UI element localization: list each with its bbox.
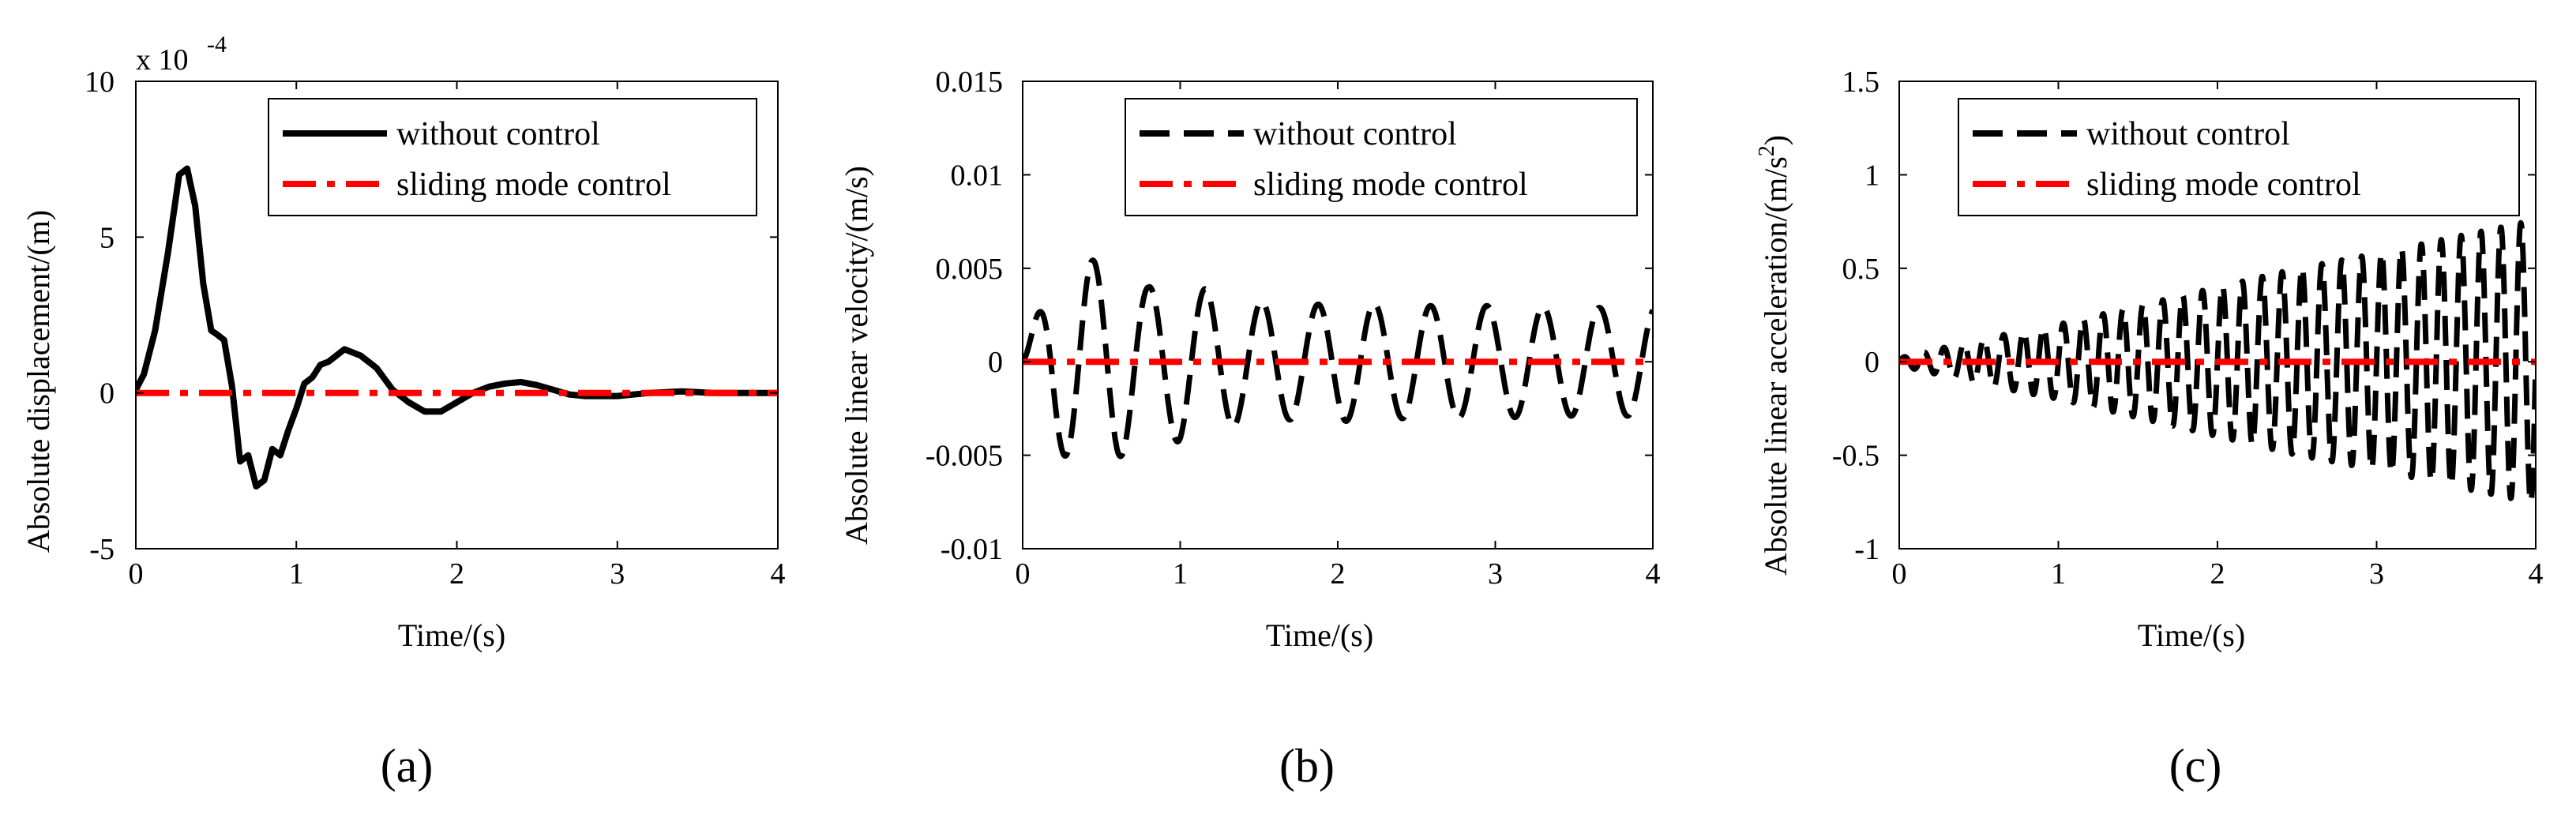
legend: without control sliding mode control: [1125, 98, 1638, 216]
y-tick-label: -0.005: [926, 440, 1003, 473]
panel-b-label: (b): [1279, 740, 1335, 792]
x-tick-label: 0: [129, 557, 144, 591]
panel-c-ylabel: Absolute linear acceleration/(m/s2): [1755, 135, 1793, 576]
x-tick-label: 2: [449, 557, 464, 591]
panel-a-label: (a): [381, 740, 434, 792]
x-tick-label: 2: [1331, 557, 1346, 591]
panel-c-xlabel: Time/(s): [2138, 617, 2245, 653]
panel-b-ylabel: Absolute linear velocity/(m/s): [839, 166, 874, 545]
panel-a-scale-annotation: x 10: [136, 43, 189, 77]
chart-1: 0 1 2 3 4 -0.01 -0.005 0 0.005 0.01 0.015 without c…: [926, 66, 1661, 591]
y-tick-label: 1: [1864, 159, 1879, 192]
legend-label-1: sliding mode control: [396, 167, 671, 203]
x-tick-label: 3: [610, 557, 625, 591]
y-tick-label: 5: [100, 221, 115, 254]
x-tick-label: 2: [2210, 557, 2225, 591]
series-line-0: [1023, 257, 1653, 460]
y-tick-label: 0: [100, 377, 115, 411]
y-tick-label: 0: [1864, 346, 1879, 379]
panel-c-label: (c): [2169, 740, 2222, 792]
panel-a-scale-exponent: -4: [207, 32, 227, 58]
x-tick-label: 0: [1016, 557, 1031, 591]
x-tick-label: 1: [1173, 557, 1188, 591]
y-tick-label: -5: [89, 533, 115, 566]
panel-c: Time/(s) Absolute linear acceleration/(m…: [1755, 135, 2245, 792]
panel-b-xlabel: Time/(s): [1266, 617, 1373, 653]
series-line-0: [136, 165, 778, 490]
legend: without control sliding mode control: [268, 98, 757, 216]
panel-b: Time/(s) Absolute linear velocity/(m/s) …: [839, 166, 1373, 792]
panel-a-ylabel: Absolute displacement/(m): [21, 210, 56, 553]
panel-a: x 10 -4 Time/(s) Absolute displacement/(…: [21, 32, 505, 792]
y-tick-label: 1.5: [1842, 66, 1880, 99]
y-tick-label: 10: [84, 66, 115, 99]
x-tick-label: 3: [2369, 557, 2384, 591]
x-tick-label: 1: [2051, 557, 2066, 591]
y-tick-label: 0.005: [936, 253, 1004, 286]
x-tick-label: 0: [1892, 557, 1907, 591]
y-tick-label: -0.5: [1832, 440, 1879, 473]
x-tick-label: 4: [1646, 557, 1661, 591]
legend: without control sliding mode control: [1958, 98, 2520, 216]
legend-box: [268, 98, 757, 216]
legend-label-0: without control: [396, 116, 600, 152]
y-tick-label: 0.015: [936, 66, 1004, 99]
legend-label-0: without control: [2086, 116, 2290, 152]
y-tick-label: 0: [988, 346, 1003, 379]
y-tick-label: 0.01: [951, 159, 1004, 192]
x-tick-label: 1: [289, 557, 304, 591]
x-tick-label: 4: [771, 557, 786, 591]
legend-box: [1125, 98, 1638, 216]
x-tick-label: 4: [2529, 557, 2544, 591]
panel-a-xlabel: Time/(s): [398, 617, 505, 653]
legend-label-0: without control: [1253, 116, 1457, 152]
y-tick-label: 0.5: [1842, 253, 1880, 286]
legend-label-1: sliding mode control: [1253, 167, 1528, 203]
legend-box: [1958, 98, 2520, 216]
chart-0: 0 1 2 3 4 -5 0 5 10 without control sliding mode c…: [84, 66, 786, 591]
y-tick-label: -1: [1854, 533, 1879, 566]
legend-label-1: sliding mode control: [2086, 167, 2361, 203]
y-tick-label: -0.01: [941, 533, 1003, 566]
x-tick-label: 3: [1488, 557, 1503, 591]
chart-2: 0 1 2 3 4 -1 -0.5 0 0.5 1 1.5 without control slidin…: [1832, 66, 2544, 591]
